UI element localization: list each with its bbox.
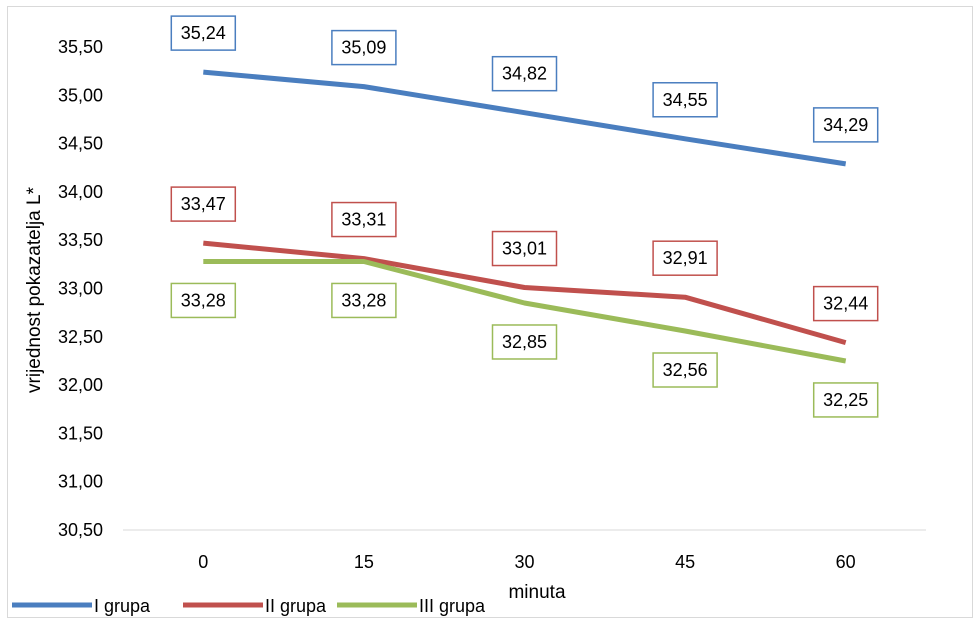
data-label-box [652,240,718,276]
data-label-box [331,201,397,238]
data-label: 35,09 [341,38,386,58]
y-axis-title: vrijednost pokazatelja L* [24,186,45,393]
y-tick-label: 31,50 [58,423,103,443]
series-lines [203,69,847,364]
y-tick-label: 32,50 [58,327,103,347]
data-label-box [812,285,879,322]
legend-label: II grupa [265,596,327,616]
legend: I grupa II grupa III grupa [12,596,486,616]
data-label: 33,31 [341,210,386,230]
data-label-box [491,55,558,92]
data-label: 33,28 [181,290,226,310]
x-axis-title: minuta [508,582,565,603]
chart-frame [7,6,973,618]
series-line-3 [203,259,847,364]
legend-label: III grupa [419,596,486,616]
data-label-box [812,107,879,143]
data-label-box [652,352,718,388]
x-tick-label: 45 [675,552,695,572]
data-label-box [652,82,718,118]
data-label: 32,56 [663,360,708,380]
data-label: 35,24 [181,23,226,43]
data-label: 34,55 [663,90,708,110]
x-tick-label: 15 [354,552,374,572]
x-axis-ticks: 0 15 30 45 60 [198,552,855,572]
data-label-box [491,230,558,267]
data-label: 34,29 [823,115,868,135]
data-label: 33,28 [341,290,386,310]
data-label: 32,44 [823,294,868,314]
x-tick-label: 60 [836,552,856,572]
y-tick-label: 35,50 [58,37,103,57]
data-label-box [812,382,879,418]
data-label-box [331,29,397,66]
x-tick-label: 30 [514,552,534,572]
data-label: 32,25 [823,390,868,410]
y-tick-label: 35,00 [58,85,103,105]
legend-label: I grupa [94,596,151,616]
data-labels: 35,24 35,09 34,82 34,55 34,29 33,47 33,31 33,01… [170,15,879,418]
y-tick-label: 31,00 [58,472,103,492]
y-tick-label: 30,50 [58,520,103,540]
y-axis-ticks: 30,50 31,00 31,50 32,00 32,50 33,00 33,50 34,00… [58,37,103,540]
data-label: 34,82 [502,64,547,84]
data-label: 32,91 [663,248,708,268]
data-label: 32,85 [502,332,547,352]
data-label: 33,01 [502,239,547,259]
data-label-box [331,282,397,319]
y-tick-label: 34,00 [58,182,103,202]
x-tick-label: 0 [198,552,208,572]
y-tick-label: 33,50 [58,230,103,250]
series-line-2 [203,240,847,346]
data-label-box [170,15,237,51]
data-label: 33,47 [181,194,226,214]
series-line-1 [203,69,847,167]
y-tick-label: 34,50 [58,134,103,154]
y-tick-label: 33,00 [58,279,103,299]
y-tick-label: 32,00 [58,375,103,395]
data-label-box [491,324,558,360]
data-label-box [170,282,237,319]
data-label-box [170,186,237,222]
